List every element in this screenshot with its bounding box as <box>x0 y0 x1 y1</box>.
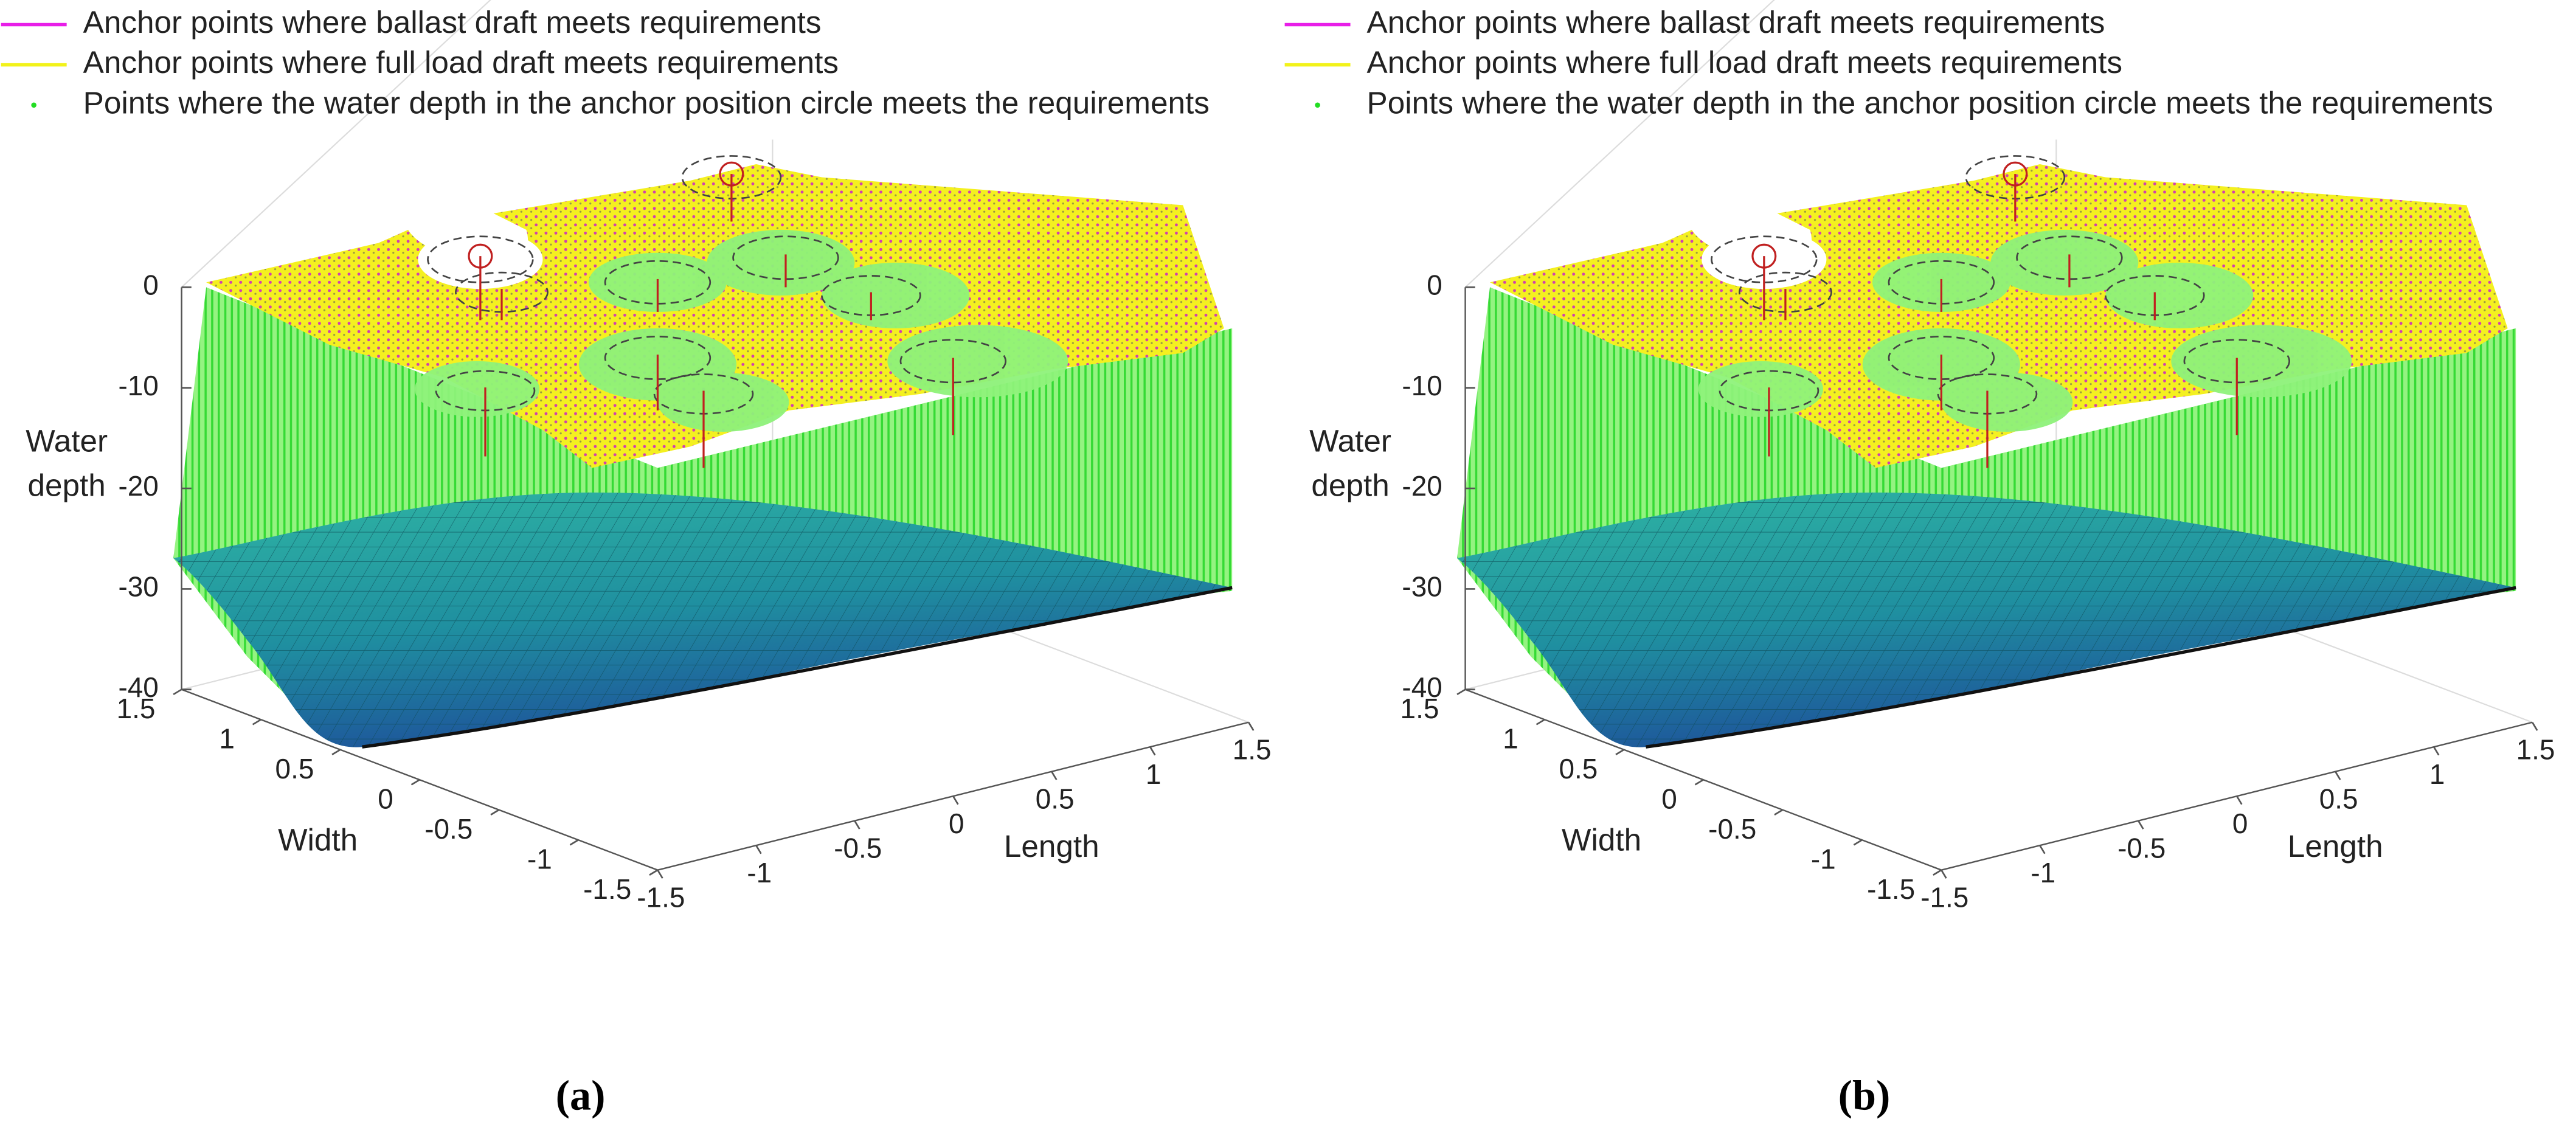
y-tick <box>569 839 579 846</box>
y-tick-label: 1.5 <box>1401 693 1439 724</box>
y-tick <box>1853 839 1863 846</box>
x-tick-label: -0.5 <box>2117 832 2166 864</box>
legend-label: Points where the water depth in the anch… <box>1367 85 2493 120</box>
y-tick-label: -0.5 <box>424 813 473 845</box>
z-tick-label: 0 <box>143 269 159 301</box>
y-tick-label: -0.5 <box>1708 813 1756 845</box>
x-tick-label: -1.5 <box>637 881 685 913</box>
axis-line <box>657 721 1249 871</box>
x-tick <box>854 820 860 829</box>
y-tick <box>490 809 500 816</box>
panel-label: (b) <box>1838 1072 1891 1120</box>
x-tick <box>1051 771 1058 780</box>
y-tick <box>1933 869 1942 876</box>
axis-line <box>1941 721 2533 871</box>
y-tick <box>173 688 182 696</box>
z-tick-label: -40 <box>118 671 158 703</box>
y-tick-label: -1.5 <box>583 873 631 905</box>
z-tick-label: -20 <box>1402 470 1442 502</box>
y-tick <box>1694 779 1704 786</box>
x-tick-label: 1.5 <box>2516 733 2555 765</box>
x-tick <box>1149 746 1156 756</box>
y-tick-label: 0 <box>378 783 393 814</box>
x-axis-label: Length <box>1004 829 1099 864</box>
y-tick <box>1615 749 1625 755</box>
x-tick <box>1248 722 1255 731</box>
panel-label: (a) <box>556 1072 606 1120</box>
z-tick-label: 0 <box>1427 269 1442 301</box>
x-tick <box>1941 869 1947 879</box>
legend-label: Points where the water depth in the anch… <box>83 85 1210 120</box>
legend-swatch <box>31 102 36 108</box>
x-tick-label: 0.5 <box>1036 783 1075 814</box>
x-tick-label: 0 <box>2232 808 2248 839</box>
y-tick-label: -1 <box>527 843 552 875</box>
x-tick-label: -1.5 <box>1920 881 1968 913</box>
x-tick-label: -1 <box>2031 857 2055 888</box>
y-tick <box>1774 809 1784 816</box>
legend-label: Anchor points where ballast draft meets … <box>1367 5 2105 40</box>
y-axis-label: Width <box>278 822 358 857</box>
x-tick-label: 1.5 <box>1233 733 1272 765</box>
y-axis-label: Width <box>1562 822 1641 857</box>
x-tick-label: 1 <box>2429 758 2445 790</box>
y-tick-label: 0 <box>1661 783 1677 814</box>
y-tick-label: 1 <box>219 722 235 754</box>
x-tick <box>2335 771 2341 780</box>
z-tick-label: -10 <box>118 370 158 401</box>
x-axis-label: Length <box>2288 829 2383 864</box>
x-tick <box>952 795 959 805</box>
x-tick-label: 0 <box>949 808 964 839</box>
y-tick-label: 0.5 <box>1559 753 1598 784</box>
legend-swatch <box>1315 102 1320 108</box>
x-tick <box>2039 845 2046 854</box>
x-tick-label: 1 <box>1146 758 1162 790</box>
y-tick-label: -1 <box>1811 843 1836 875</box>
x-tick-label: -0.5 <box>834 832 882 864</box>
x-tick-label: 0.5 <box>2319 783 2358 814</box>
x-tick <box>755 845 762 854</box>
y-tick <box>1456 688 1466 696</box>
x-tick <box>2138 820 2144 829</box>
y-tick-label: 1.5 <box>117 693 156 724</box>
z-axis-label: depth <box>27 468 105 502</box>
y-tick <box>649 869 659 876</box>
legend-label: Anchor points where full load draft meet… <box>83 45 839 80</box>
y-tick-label: -1.5 <box>1867 873 1915 905</box>
z-tick-label: -20 <box>118 470 158 502</box>
y-tick-label: 1 <box>1503 722 1518 754</box>
legend-label: Anchor points where full load draft meet… <box>1367 45 2122 80</box>
z-tick-label: -30 <box>118 571 158 603</box>
x-tick <box>2532 722 2538 731</box>
z-axis-label: Water <box>1309 423 1391 458</box>
y-tick <box>410 779 420 786</box>
y-tick <box>1536 719 1545 726</box>
x-tick <box>657 869 663 879</box>
x-tick <box>2433 746 2440 756</box>
x-tick-label: -1 <box>747 857 772 888</box>
z-axis-label: depth <box>1311 468 1389 502</box>
x-tick <box>2236 795 2243 805</box>
z-tick-label: -30 <box>1402 571 1442 603</box>
y-tick <box>331 749 341 755</box>
y-tick <box>252 719 261 726</box>
z-tick-label: -40 <box>1402 671 1442 703</box>
legend-label: Anchor points where ballast draft meets … <box>83 5 822 40</box>
y-tick-label: 0.5 <box>275 753 314 784</box>
z-axis-label: Water <box>26 423 108 458</box>
z-tick-label: -10 <box>1402 370 1442 401</box>
